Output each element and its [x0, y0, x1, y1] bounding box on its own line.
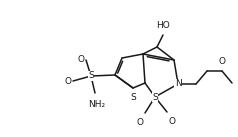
Text: S: S — [152, 92, 158, 102]
Text: O: O — [137, 118, 144, 127]
Text: O: O — [218, 57, 225, 66]
Text: O: O — [169, 117, 175, 126]
Text: O: O — [78, 55, 84, 65]
Text: N: N — [175, 79, 181, 89]
Text: HO: HO — [156, 21, 170, 30]
Text: S: S — [88, 72, 94, 81]
Text: O: O — [64, 76, 71, 85]
Text: NH₂: NH₂ — [89, 100, 106, 109]
Text: S: S — [130, 93, 136, 102]
